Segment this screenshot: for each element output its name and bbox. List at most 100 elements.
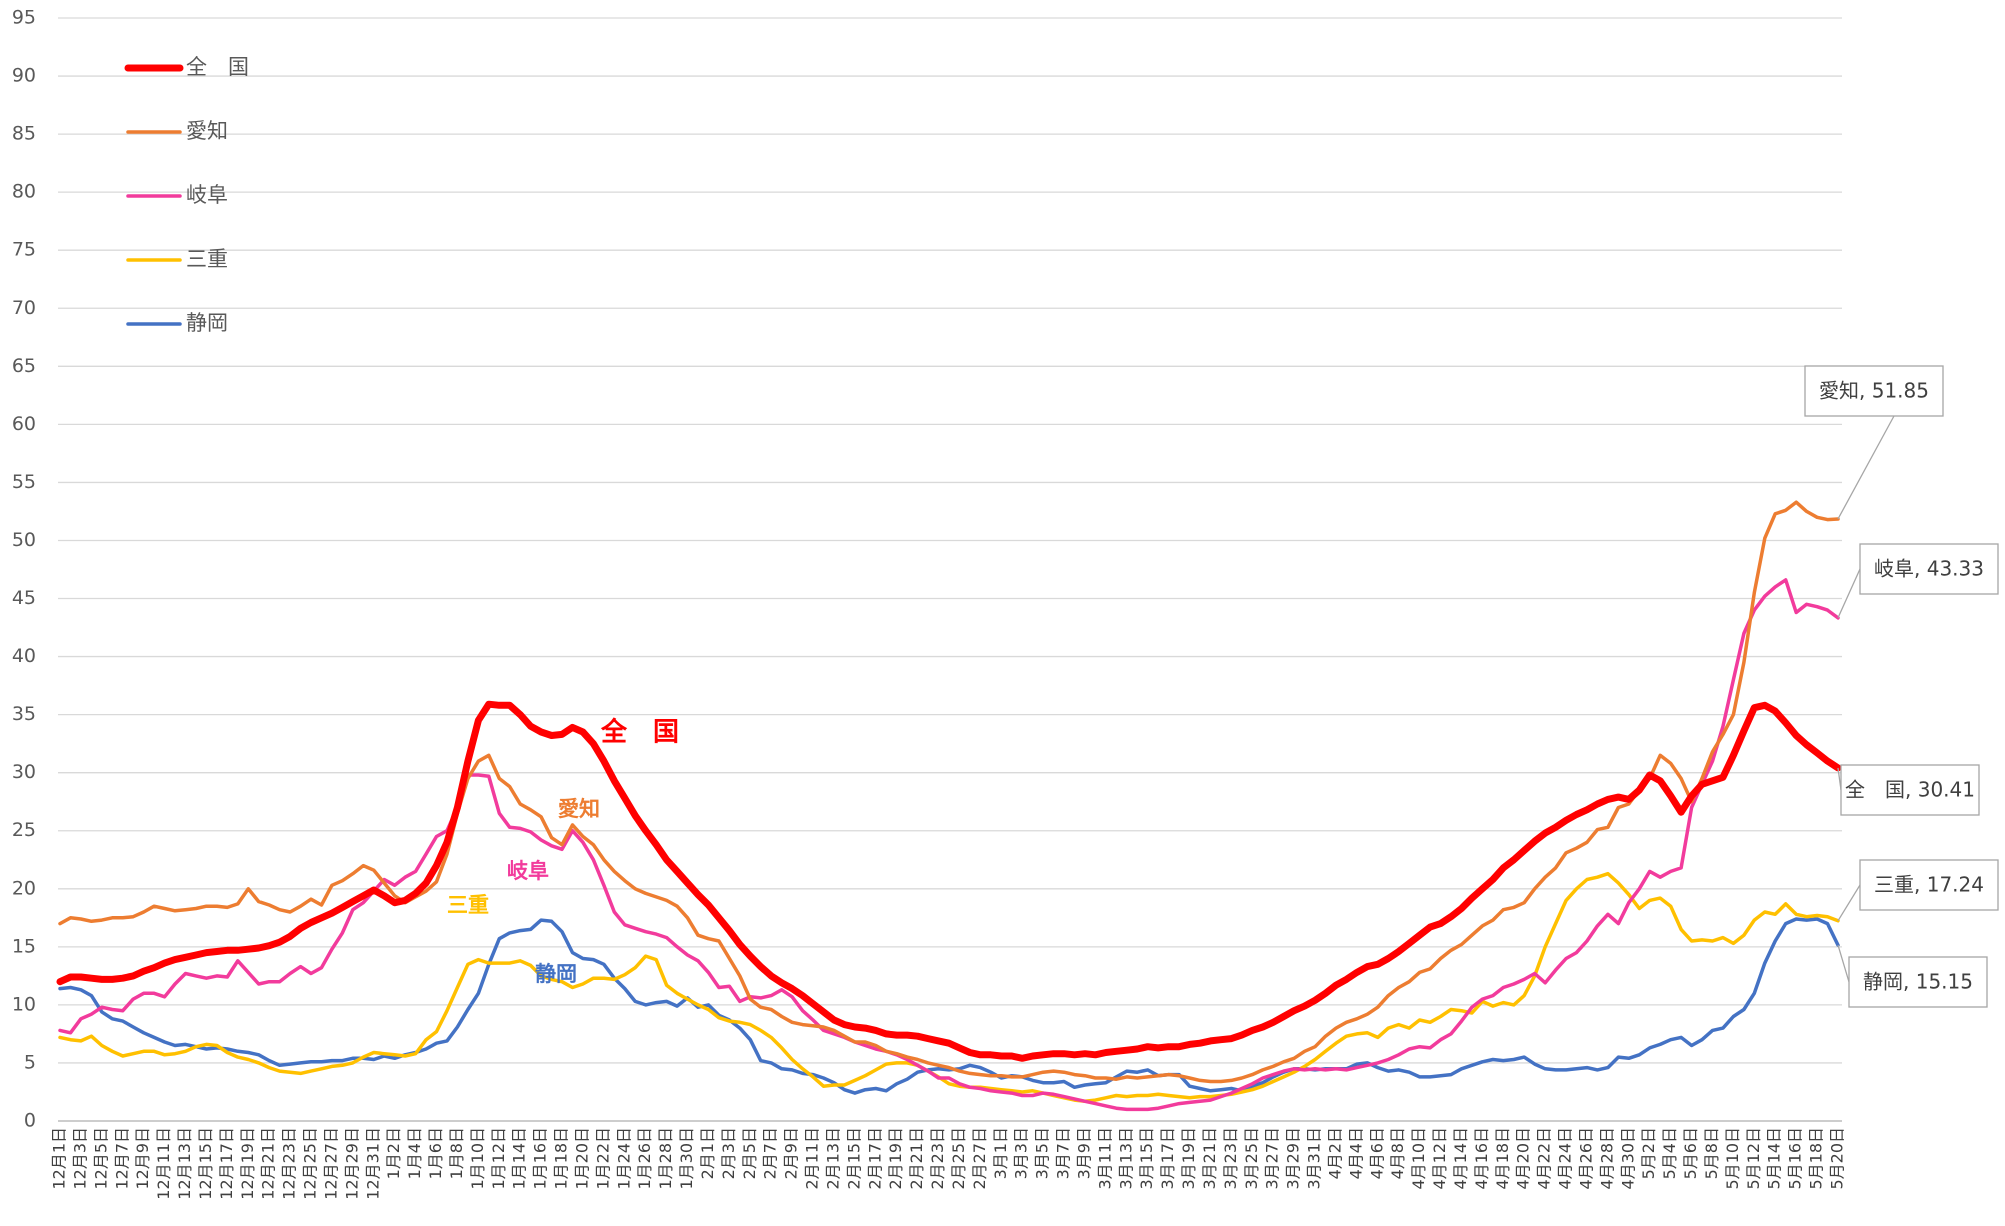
x-tick-label: 12月1日 [50, 1127, 69, 1190]
x-tick-label: 3月23日 [1221, 1127, 1240, 1190]
callout-label: 静岡, 15.15 [1863, 970, 1973, 994]
x-tick-label: 12月17日 [217, 1127, 236, 1200]
x-tick-label: 12月3日 [70, 1127, 89, 1190]
y-tick-label: 55 [12, 471, 36, 493]
x-tick-label: 1月12日 [489, 1127, 508, 1190]
x-tick-label: 12月27日 [321, 1127, 340, 1200]
x-tick-label: 4月8日 [1388, 1127, 1407, 1179]
y-tick-label: 25 [12, 819, 36, 841]
x-tick-label: 2月17日 [865, 1127, 884, 1190]
callout-label: 愛知, 51.85 [1819, 379, 1929, 403]
x-tick-label: 1月10日 [468, 1127, 487, 1190]
x-tick-label: 5月10日 [1723, 1127, 1742, 1190]
y-tick-label: 75 [12, 239, 36, 261]
series-label: 岐阜 [507, 859, 549, 883]
x-tick-label: 4月30日 [1618, 1127, 1637, 1190]
x-tick-label: 5月4日 [1660, 1127, 1679, 1179]
x-tick-label: 5月8日 [1702, 1127, 1721, 1179]
callout-label: 三重, 17.24 [1874, 873, 1984, 897]
x-tick-label: 1月24日 [614, 1127, 633, 1190]
x-tick-label: 2月9日 [782, 1127, 801, 1179]
y-tick-label: 70 [12, 297, 36, 319]
series-line [58, 917, 1840, 1095]
x-tick-label: 12月23日 [280, 1127, 299, 1200]
x-tick-label: 1月6日 [426, 1127, 445, 1179]
x-tick-label: 2月3日 [719, 1127, 738, 1179]
x-tick-label: 12月15日 [196, 1127, 215, 1200]
x-tick-label: 12月29日 [342, 1127, 361, 1200]
x-tick-label: 2月11日 [803, 1127, 822, 1190]
x-tick-label: 5月20日 [1828, 1127, 1847, 1190]
legend-label: 静岡 [186, 311, 228, 335]
y-tick-label: 50 [12, 529, 36, 551]
x-tick-label: 4月18日 [1493, 1127, 1512, 1190]
x-tick-label: 4月4日 [1346, 1127, 1365, 1179]
x-tick-label: 1月16日 [531, 1127, 550, 1190]
y-tick-label: 15 [12, 935, 36, 957]
x-tick-label: 1月2日 [384, 1127, 403, 1179]
x-tick-label: 4月22日 [1535, 1127, 1554, 1190]
y-tick-label: 60 [12, 413, 36, 435]
callout-box [1848, 956, 1988, 1008]
x-tick-label: 3月5日 [1033, 1127, 1052, 1179]
x-tick-label: 4月6日 [1367, 1127, 1386, 1179]
callout-box [1804, 365, 1944, 417]
series-label: 愛知 [558, 797, 600, 821]
series-label: 三重 [447, 893, 489, 917]
callout-box [1840, 764, 1980, 816]
legend-label: 岐阜 [186, 183, 228, 207]
x-tick-label: 12月5日 [91, 1127, 110, 1190]
callout-box [1859, 543, 1999, 595]
x-tick-label: 2月27日 [970, 1127, 989, 1190]
y-tick-label: 30 [12, 761, 36, 783]
x-tick-label: 12月11日 [154, 1127, 173, 1200]
x-tick-label: 3月27日 [1263, 1127, 1282, 1190]
y-tick-label: 35 [12, 703, 36, 725]
series-label: 全 国 [600, 717, 679, 748]
legend-label: 三重 [186, 247, 228, 271]
x-tick-label: 3月17日 [1158, 1127, 1177, 1190]
series-line [56, 700, 1842, 1062]
callout-label: 岐阜, 43.33 [1874, 557, 1984, 581]
x-tick-label: 1月18日 [552, 1127, 571, 1190]
x-tick-label: 2月21日 [907, 1127, 926, 1190]
x-tick-label: 12月9日 [133, 1127, 152, 1190]
x-tick-label: 5月12日 [1744, 1127, 1763, 1190]
x-tick-label: 5月6日 [1681, 1127, 1700, 1179]
x-tick-label: 2月5日 [740, 1127, 759, 1179]
x-tick-label: 5月16日 [1786, 1127, 1805, 1190]
x-tick-label: 4月12日 [1430, 1127, 1449, 1190]
series-label: 静岡 [535, 962, 577, 986]
x-tick-label: 1月28日 [656, 1127, 675, 1190]
x-tick-label: 5月14日 [1765, 1127, 1784, 1190]
x-tick-label: 4月10日 [1409, 1127, 1428, 1190]
x-tick-label: 12月13日 [175, 1127, 194, 1200]
x-tick-label: 3月9日 [1074, 1127, 1093, 1179]
y-tick-label: 5 [24, 1051, 36, 1073]
x-tick-label: 1月30日 [677, 1127, 696, 1190]
legend-label: 愛知 [186, 119, 228, 143]
x-tick-label: 3月31日 [1305, 1127, 1324, 1190]
y-tick-label: 10 [12, 993, 36, 1015]
x-tick-label: 12月7日 [112, 1127, 131, 1190]
x-tick-label: 2月15日 [844, 1127, 863, 1190]
y-tick-label: 95 [12, 7, 36, 29]
x-tick-label: 12月31日 [363, 1127, 382, 1200]
x-tick-label: 4月20日 [1514, 1127, 1533, 1190]
y-tick-label: 65 [12, 355, 36, 377]
x-tick-label: 4月16日 [1472, 1127, 1491, 1190]
y-tick-label: 20 [12, 877, 36, 899]
callout-label: 全 国, 30.41 [1845, 778, 1975, 802]
x-tick-label: 3月19日 [1179, 1127, 1198, 1190]
callout-leader [1837, 415, 1895, 520]
callout-leader [1837, 884, 1861, 922]
x-tick-label: 2月7日 [761, 1127, 780, 1179]
y-tick-label: 40 [12, 645, 36, 667]
x-tick-label: 3月1日 [991, 1127, 1010, 1179]
y-tick-label: 85 [12, 123, 36, 145]
x-tick-label: 12月21日 [259, 1127, 278, 1200]
callout-leader [1837, 568, 1861, 619]
x-tick-label: 3月7日 [1054, 1127, 1073, 1179]
series-line [58, 871, 1840, 1104]
